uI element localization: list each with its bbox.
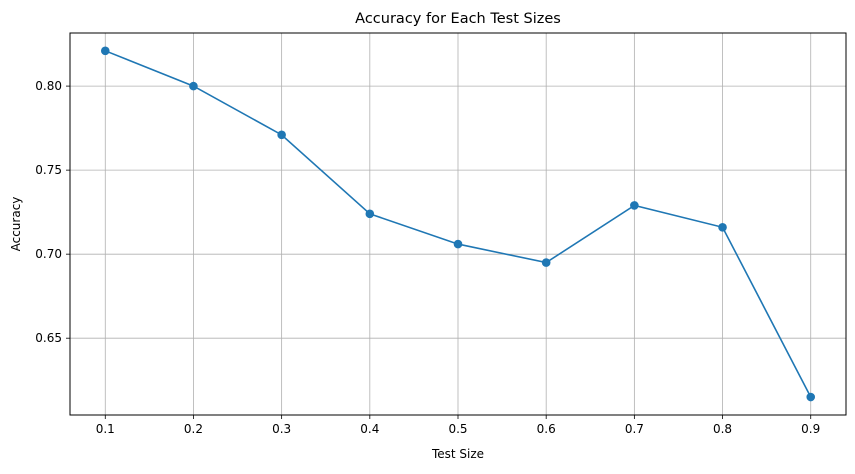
x-tick-label: 0.9 (801, 422, 820, 436)
data-point (541, 258, 551, 267)
y-tick-label: 0.70 (35, 247, 62, 261)
x-axis-label: Test Size (431, 447, 484, 461)
data-point (277, 130, 286, 140)
x-tick-label: 0.4 (360, 422, 379, 436)
ticks: 0.1 0.2 0.3 0.4 0.5 0.6 0.7 0.8 0.9 0.65 0.70 0.75 0… (35, 79, 820, 436)
y-tick-label: 0.80 (35, 79, 62, 93)
x-tick-label: 0.1 (96, 422, 115, 436)
data-point (100, 46, 110, 56)
x-tick-label: 0.6 (537, 422, 556, 436)
series-layer (100, 46, 816, 402)
data-point (630, 201, 639, 210)
x-tick-label: 0.2 (184, 422, 203, 436)
x-tick-label: 0.7 (625, 422, 644, 436)
x-tick-label: 0.5 (448, 422, 467, 436)
y-tick-label: 0.65 (35, 331, 62, 345)
chart-title: Accuracy for Each Test Sizes (355, 11, 561, 27)
y-axis-label: Accuracy (9, 197, 23, 252)
x-tick-label: 0.3 (272, 422, 291, 436)
data-point (718, 222, 727, 232)
x-tick-label: 0.8 (713, 422, 732, 436)
data-point (365, 209, 375, 219)
grid (70, 33, 846, 415)
data-point (806, 392, 816, 402)
data-point (189, 81, 198, 91)
y-tick-label: 0.75 (35, 163, 62, 177)
data-point (453, 239, 463, 249)
